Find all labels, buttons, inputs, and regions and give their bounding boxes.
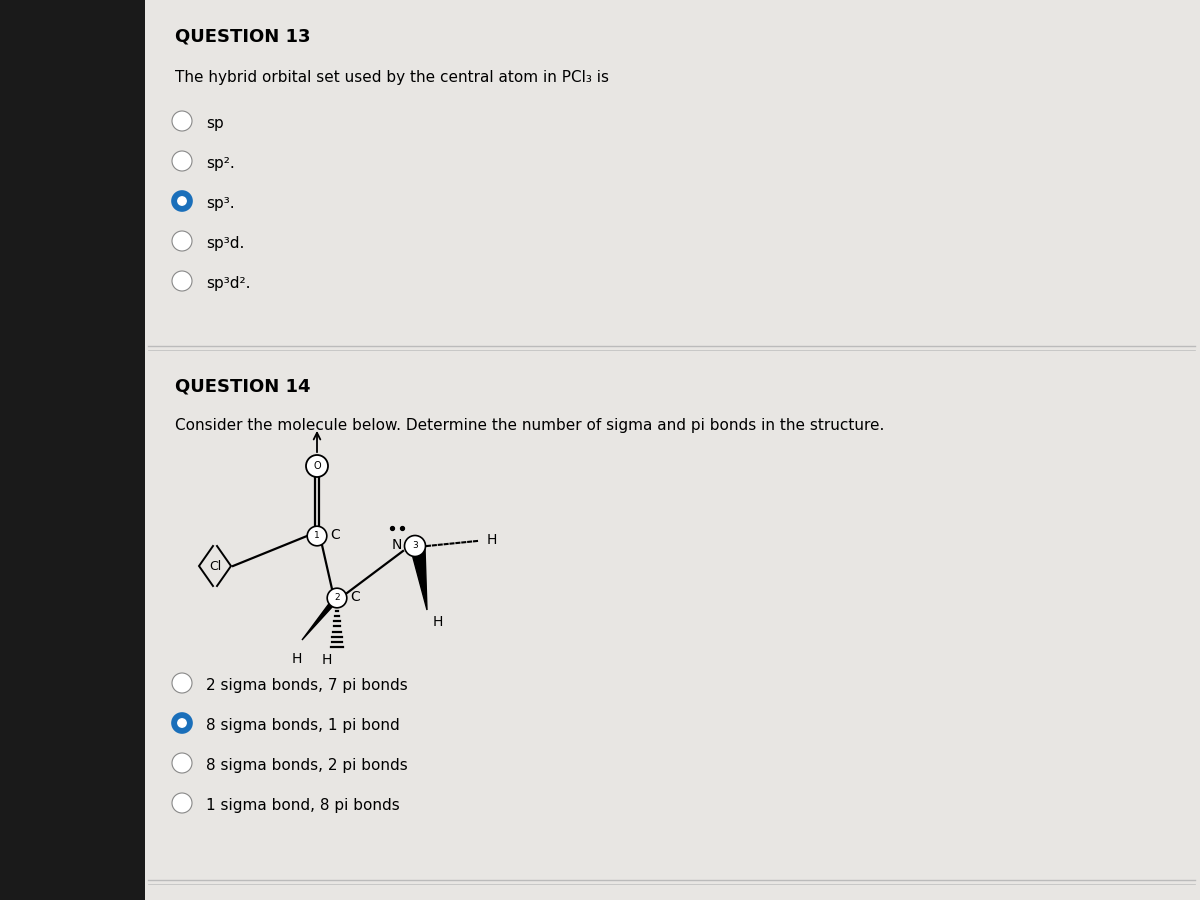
- Polygon shape: [412, 548, 427, 610]
- Text: C: C: [330, 528, 340, 542]
- Text: QUESTION 14: QUESTION 14: [175, 378, 311, 396]
- Circle shape: [172, 231, 192, 251]
- Text: C: C: [350, 590, 360, 604]
- FancyBboxPatch shape: [145, 0, 1200, 900]
- Circle shape: [172, 111, 192, 131]
- Text: The hybrid orbital set used by the central atom in PCl₃ is: The hybrid orbital set used by the centr…: [175, 70, 610, 85]
- Circle shape: [172, 753, 192, 773]
- Text: H: H: [292, 652, 302, 666]
- Circle shape: [172, 151, 192, 171]
- Circle shape: [328, 589, 347, 608]
- Polygon shape: [302, 595, 343, 640]
- Text: H: H: [487, 533, 497, 547]
- Text: 1: 1: [314, 532, 320, 541]
- Text: sp: sp: [206, 116, 223, 131]
- Circle shape: [178, 719, 186, 727]
- Text: O: O: [313, 461, 320, 471]
- Text: 8 sigma bonds, 2 pi bonds: 8 sigma bonds, 2 pi bonds: [206, 758, 408, 773]
- Circle shape: [306, 455, 328, 477]
- Text: QUESTION 13: QUESTION 13: [175, 28, 311, 46]
- Circle shape: [172, 793, 192, 813]
- Text: Consider the molecule below. Determine the number of sigma and pi bonds in the s: Consider the molecule below. Determine t…: [175, 418, 884, 433]
- Text: sp².: sp².: [206, 156, 235, 171]
- Text: 2: 2: [334, 593, 340, 602]
- Text: 8 sigma bonds, 1 pi bond: 8 sigma bonds, 1 pi bond: [206, 718, 400, 733]
- Text: sp³d.: sp³d.: [206, 236, 245, 251]
- Text: sp³d².: sp³d².: [206, 276, 251, 291]
- Circle shape: [172, 191, 192, 211]
- Circle shape: [172, 673, 192, 693]
- Circle shape: [404, 536, 426, 556]
- Text: sp³.: sp³.: [206, 196, 235, 211]
- Text: H: H: [433, 615, 443, 629]
- Circle shape: [307, 526, 326, 545]
- Text: H: H: [322, 653, 332, 667]
- Text: 3: 3: [412, 542, 418, 551]
- Text: Cl: Cl: [209, 560, 221, 572]
- Circle shape: [172, 271, 192, 291]
- Text: 2 sigma bonds, 7 pi bonds: 2 sigma bonds, 7 pi bonds: [206, 678, 408, 693]
- Circle shape: [172, 713, 192, 733]
- Text: 1 sigma bond, 8 pi bonds: 1 sigma bond, 8 pi bonds: [206, 798, 400, 813]
- Text: N: N: [391, 538, 402, 552]
- Circle shape: [178, 197, 186, 205]
